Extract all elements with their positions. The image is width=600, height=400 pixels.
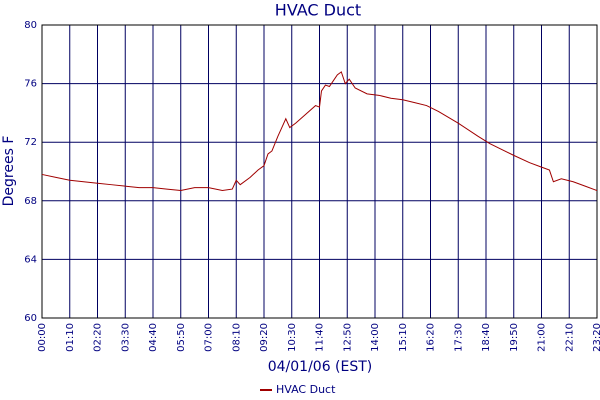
x-tick-label: 05:50: [176, 323, 187, 352]
x-tick-label: 03:30: [120, 323, 131, 352]
x-tick-label: 16:20: [426, 323, 437, 352]
x-tick-label: 02:20: [93, 323, 104, 352]
y-tick-label: 68: [24, 196, 37, 207]
x-tick-label: 11:40: [315, 323, 326, 352]
x-tick-label: 10:30: [287, 323, 298, 352]
y-tick-label: 60: [24, 313, 37, 324]
y-tick-label: 72: [24, 137, 37, 148]
x-tick-label: 00:00: [37, 323, 48, 352]
x-tick-label: 22:10: [564, 323, 575, 352]
plot-border: [41, 24, 598, 319]
x-tick-label: 21:00: [537, 323, 548, 352]
x-tick-label: 12:50: [342, 323, 353, 352]
x-tick-label: 17:30: [453, 323, 464, 352]
x-tick-label: 04:40: [148, 323, 159, 352]
x-tick-label: 09:20: [259, 323, 270, 352]
data-line: [41, 71, 598, 192]
y-tick-label: 80: [24, 20, 37, 31]
x-tick-label: 19:50: [509, 323, 520, 352]
legend-label: HVAC Duct: [276, 383, 336, 396]
x-tick-label: 23:20: [592, 323, 600, 352]
y-tick-label: 76: [24, 79, 37, 90]
chart-title: HVAC Duct: [275, 1, 361, 20]
x-tick-label: 08:10: [231, 323, 242, 352]
x-tick-label: 15:10: [398, 323, 409, 352]
x-tick-label: 14:00: [370, 323, 381, 352]
y-axis-label: Degrees F: [1, 136, 17, 207]
x-tick-label: 01:10: [65, 323, 76, 352]
x-axis-label: 04/01/06 (EST): [268, 359, 373, 375]
x-tick-label: 07:00: [204, 323, 215, 352]
x-tick-label: 18:40: [481, 323, 492, 352]
y-tick-label: 64: [24, 254, 37, 265]
